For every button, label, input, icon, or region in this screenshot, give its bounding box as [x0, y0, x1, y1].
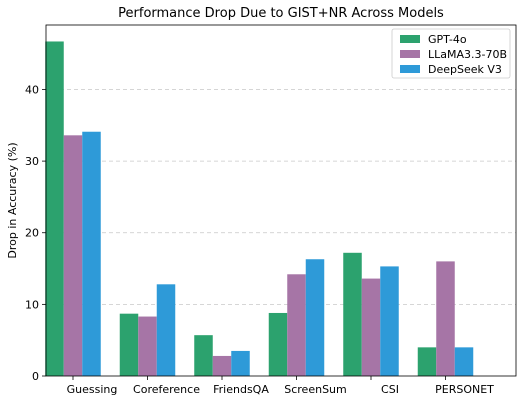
bars [45, 41, 474, 376]
bar [138, 316, 157, 376]
bar [63, 135, 83, 376]
gridlines [46, 89, 516, 305]
legend-label: LLaMA3.3-70B [428, 48, 507, 61]
bar [119, 313, 139, 376]
bar [231, 350, 250, 376]
bar [417, 347, 437, 376]
x-tick-label: CSI [381, 383, 399, 396]
bar [45, 41, 64, 376]
bar [212, 355, 232, 376]
bar [305, 259, 325, 376]
x-tick-label: FriendsQA [213, 383, 269, 396]
x-tick-label: Guessing [67, 383, 118, 396]
axes [42, 24, 517, 380]
x-tick-label: ScreenSum [284, 383, 347, 396]
x-tick-label: PERSONET [435, 383, 494, 396]
legend-swatch [400, 50, 420, 58]
tick-labels: 0 10 20 30 40 Guessing Coreference FriendsQA Scr… [25, 83, 494, 396]
chart-title: Performance Drop Due to GIST+NR Across M… [118, 6, 444, 21]
y-axis-label: Drop in Accuracy (%) [6, 142, 19, 258]
y-tick-label: 30 [25, 155, 39, 168]
legend-label: GPT-4o [428, 33, 467, 46]
x-tick-label: Coreference [133, 383, 200, 396]
legend-box [391, 28, 511, 79]
bar [287, 274, 306, 376]
legend: GPT-4o LLaMA3.3-70B DeepSeek V3 [391, 28, 511, 79]
bar [454, 347, 474, 376]
y-tick-label: 10 [25, 298, 39, 311]
bar [361, 278, 381, 376]
bar [380, 266, 399, 376]
y-tick-label: 40 [25, 83, 39, 96]
bar [436, 261, 455, 376]
legend-swatch [400, 65, 420, 73]
bar [82, 131, 101, 376]
plot-frame [45, 24, 517, 377]
legend-swatch [400, 35, 420, 43]
bar [343, 252, 362, 376]
y-tick-label: 20 [25, 227, 39, 240]
y-tick-label: 0 [32, 370, 39, 383]
bar [156, 284, 176, 376]
bar [194, 335, 213, 376]
legend-label: DeepSeek V3 [428, 63, 502, 76]
bar [268, 312, 288, 376]
